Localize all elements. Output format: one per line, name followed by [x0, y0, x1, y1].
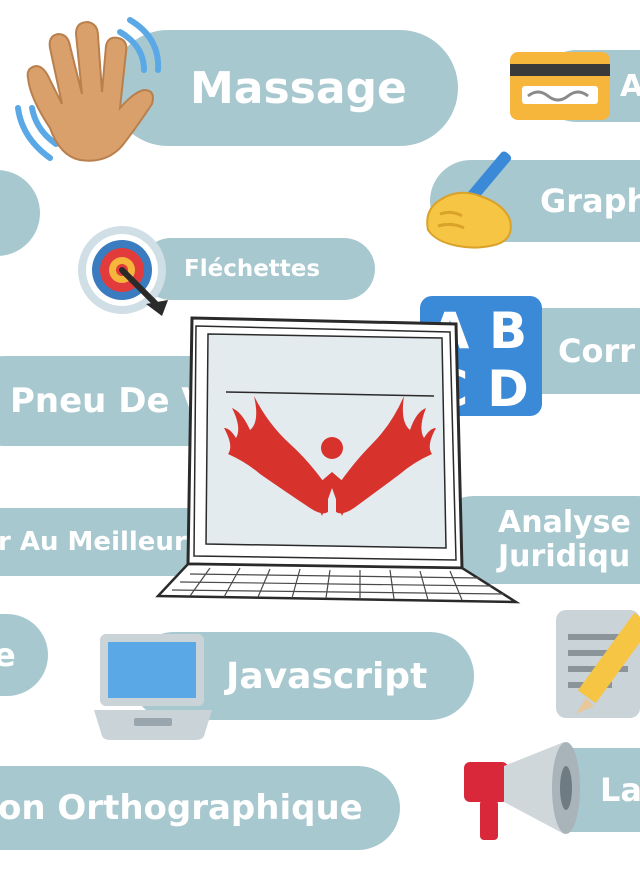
laptop-computer-icon [94, 634, 212, 740]
svg-text:B: B [489, 302, 527, 360]
credit-card-icon [510, 52, 610, 120]
tag-analyse: Analyse Juridiqu [430, 496, 640, 584]
tag-massage-label: Massage [190, 62, 407, 114]
tag-orthographique: on Orthographique [0, 766, 400, 850]
tag-meilleur-label: r Au Meilleur [0, 527, 187, 557]
megaphone-icon [464, 742, 580, 840]
tag-e-fragment-label: e [0, 636, 16, 674]
red-wings-logo-icon [224, 396, 436, 516]
tag-graph-label: Graph [540, 182, 640, 220]
direct-hit-target-icon [78, 226, 168, 316]
tag-flechettes: Fléchettes [140, 238, 375, 300]
tag-left-fragment-1 [0, 170, 40, 256]
tag-corr-label: Corr [558, 332, 636, 370]
writing-hand-icon [426, 151, 512, 249]
tag-e-fragment: e [0, 614, 48, 696]
tag-a-label: A [620, 68, 640, 104]
memo-pencil-icon [556, 610, 640, 718]
tag-orthographique-label: on Orthographique [0, 788, 363, 828]
laptop-sketch-illustration [155, 316, 521, 604]
tag-la-label: La [600, 771, 640, 809]
tag-analyse-line2: Juridiqu [498, 539, 631, 574]
tag-flechettes-label: Fléchettes [184, 256, 321, 282]
tag-javascript-label: Javascript [226, 655, 428, 697]
tag-pneu-label: Pneu De V [10, 381, 208, 421]
tag-massage: Massage [110, 30, 458, 146]
waving-hand-icon [15, 17, 162, 162]
tag-analyse-line1: Analyse [498, 505, 631, 540]
svg-text:D: D [487, 360, 529, 416]
